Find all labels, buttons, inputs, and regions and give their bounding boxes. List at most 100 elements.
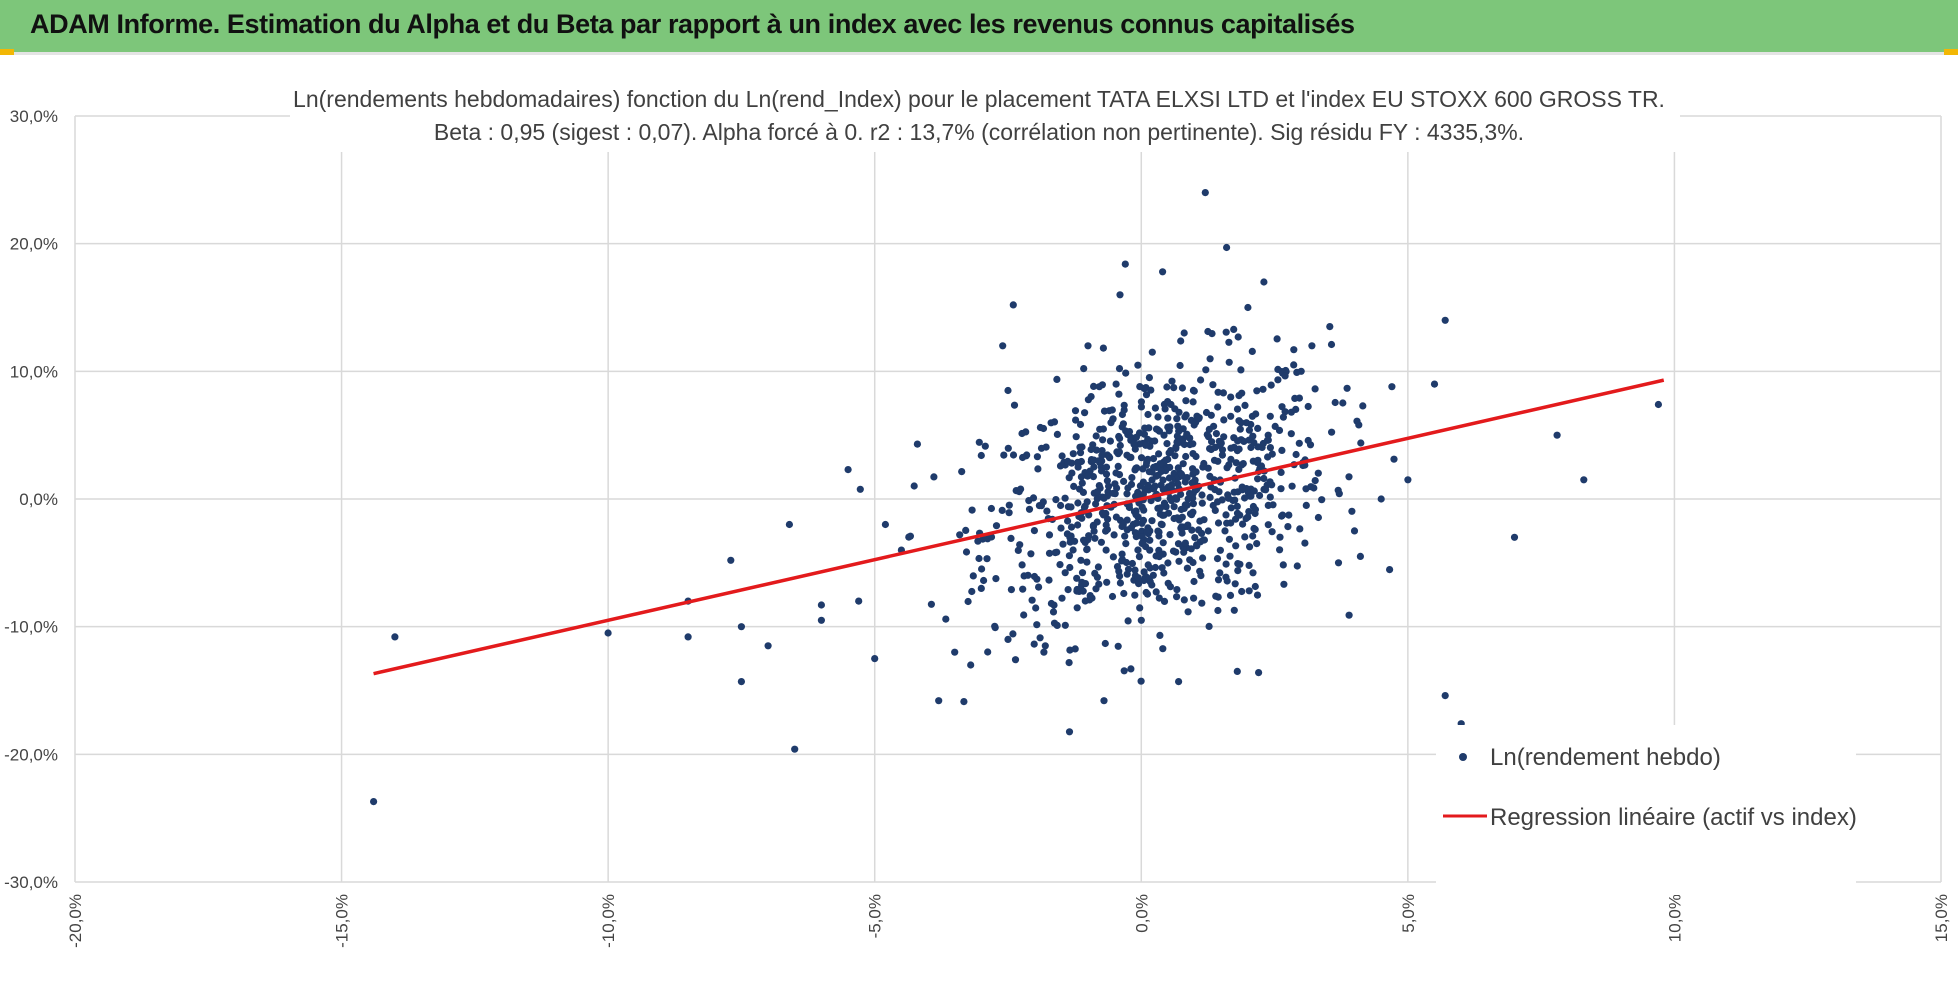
data-point xyxy=(1127,433,1135,441)
data-point xyxy=(1093,518,1101,526)
data-point xyxy=(1654,400,1662,409)
data-point xyxy=(1284,523,1292,531)
data-point xyxy=(1188,511,1196,519)
data-point xyxy=(1034,465,1042,473)
data-point xyxy=(1102,509,1110,518)
data-point xyxy=(1017,485,1025,493)
data-point xyxy=(1140,568,1148,576)
regression-line-layer xyxy=(373,378,1665,676)
data-point xyxy=(1109,489,1117,497)
data-point xyxy=(1359,402,1367,410)
data-point xyxy=(1115,432,1123,441)
data-point xyxy=(1007,534,1015,542)
data-point xyxy=(1263,436,1272,444)
data-point xyxy=(1250,487,1258,495)
data-point xyxy=(1328,428,1336,436)
data-point xyxy=(1093,488,1101,496)
data-point xyxy=(1125,503,1133,512)
data-point xyxy=(1112,469,1120,477)
data-point xyxy=(1100,407,1109,415)
data-point xyxy=(1159,476,1167,484)
data-point xyxy=(1018,429,1026,438)
data-point xyxy=(1141,424,1149,432)
data-point xyxy=(1139,490,1147,498)
data-point xyxy=(1218,451,1226,459)
x-tick-label: 15,0% xyxy=(1932,894,1951,942)
data-point xyxy=(1348,507,1356,515)
data-point xyxy=(1039,424,1048,433)
data-point xyxy=(1163,440,1171,448)
data-point xyxy=(1157,467,1165,475)
title-background xyxy=(290,82,1680,152)
data-point xyxy=(1295,439,1303,447)
data-point xyxy=(1269,501,1277,509)
data-point xyxy=(1314,469,1322,477)
data-point xyxy=(1251,506,1259,514)
data-point xyxy=(964,597,972,606)
data-point xyxy=(1159,511,1167,519)
data-point xyxy=(1096,425,1104,433)
data-point xyxy=(1233,405,1242,413)
data-point xyxy=(791,745,799,753)
data-point xyxy=(1276,546,1284,554)
data-point xyxy=(1182,411,1190,419)
data-point xyxy=(1127,524,1135,532)
data-point xyxy=(1510,533,1519,541)
data-point xyxy=(1155,594,1163,602)
data-point xyxy=(1191,534,1199,542)
data-point xyxy=(1074,521,1082,529)
data-point xyxy=(1173,415,1181,423)
data-point xyxy=(1235,392,1243,400)
data-point xyxy=(1236,560,1244,568)
data-point xyxy=(1377,495,1385,503)
data-point xyxy=(1080,536,1088,544)
data-point xyxy=(1084,342,1092,350)
data-point xyxy=(1250,524,1258,533)
data-point xyxy=(1234,437,1242,445)
data-point xyxy=(1214,606,1222,615)
data-point xyxy=(1233,502,1241,510)
data-point xyxy=(1278,403,1286,411)
data-point xyxy=(1311,385,1319,393)
data-point xyxy=(1279,561,1287,569)
data-point xyxy=(1164,579,1172,587)
data-point xyxy=(391,633,399,641)
data-point xyxy=(1238,486,1246,494)
data-point xyxy=(1225,494,1233,502)
data-point xyxy=(1241,533,1249,541)
data-point xyxy=(913,440,922,448)
data-point xyxy=(1078,569,1087,577)
data-point xyxy=(1103,477,1111,485)
data-point xyxy=(1020,611,1028,619)
data-point xyxy=(1214,388,1222,396)
data-point xyxy=(1072,433,1080,441)
data-point xyxy=(855,597,863,605)
data-point xyxy=(1186,556,1194,564)
data-point xyxy=(1181,539,1189,547)
data-point xyxy=(1155,450,1163,458)
data-point xyxy=(1276,533,1284,541)
data-point xyxy=(1128,474,1136,482)
data-point xyxy=(1251,582,1259,591)
data-point xyxy=(1207,411,1215,419)
data-point xyxy=(1120,589,1128,598)
data-point xyxy=(1169,547,1178,555)
data-point xyxy=(1242,419,1250,427)
data-point xyxy=(1266,493,1274,501)
data-point xyxy=(1057,501,1065,510)
data-point xyxy=(1209,381,1217,389)
data-point xyxy=(1206,445,1214,453)
data-point xyxy=(1073,604,1081,612)
data-point xyxy=(1124,565,1133,573)
data-point xyxy=(1083,498,1091,506)
data-point xyxy=(1103,578,1111,586)
data-point xyxy=(1108,406,1116,414)
data-point xyxy=(1225,535,1233,543)
data-point xyxy=(1135,580,1143,588)
data-point xyxy=(1266,412,1274,420)
data-point xyxy=(1067,503,1075,511)
data-point xyxy=(980,576,988,585)
data-point xyxy=(975,438,983,446)
x-tick-label: -5,0% xyxy=(866,894,885,938)
data-point xyxy=(1388,383,1396,391)
